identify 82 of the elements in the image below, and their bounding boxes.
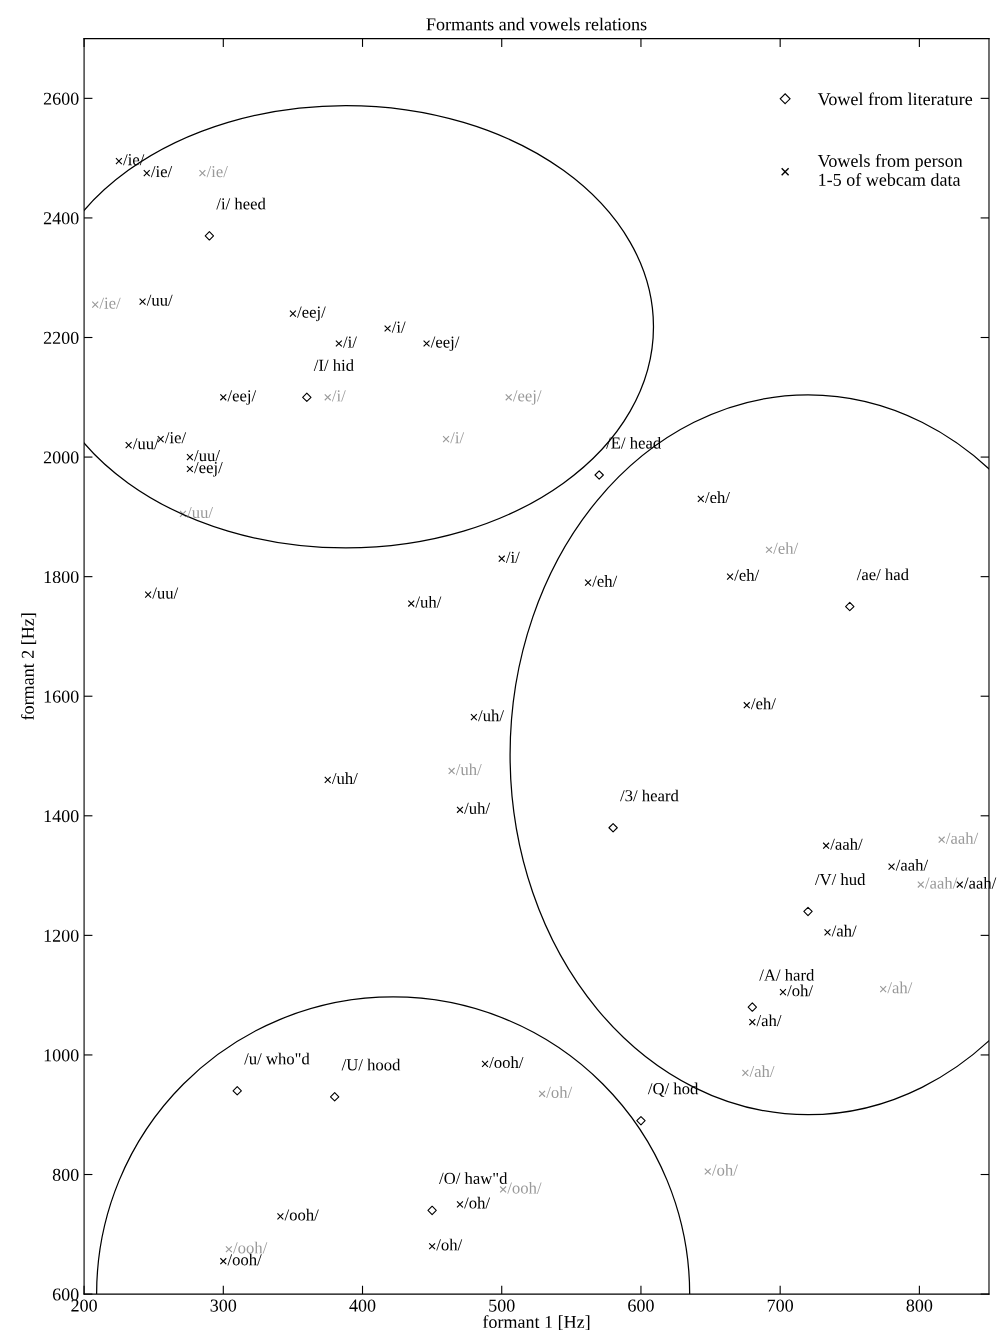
data-label: /uh/ — [455, 763, 482, 776]
data-label: /ie/ — [206, 166, 228, 178]
data-label: /uh/ — [478, 709, 504, 722]
data-label: /ie/ — [150, 166, 173, 178]
data-label: /uh/ — [331, 772, 358, 785]
data-label: /ah/ — [749, 1065, 775, 1078]
annotation: /Q/ hod — [647, 1082, 699, 1097]
data-label: /i/ — [331, 390, 346, 402]
data-label: /oh/ — [464, 1196, 491, 1209]
x-tick-label: 400 — [349, 1299, 376, 1312]
data-label: /uu/ — [146, 294, 173, 306]
data-label: /eej/ — [430, 336, 460, 352]
annotation: /i/ heed — [216, 197, 266, 210]
x-tick-label: 600 — [628, 1299, 654, 1312]
y-tick-label: 600 — [52, 1288, 79, 1301]
data-label: /ie/ — [164, 432, 187, 444]
data-label: /aah/ — [945, 832, 979, 844]
x-tick-label: 200 — [71, 1299, 97, 1312]
y-tick-label: 1400 — [44, 810, 79, 823]
annotation: /O/ haw"d — [439, 1172, 508, 1185]
data-label: /i/ — [505, 551, 520, 563]
data-label: /aah/ — [830, 838, 863, 850]
data-label: /ah/ — [756, 1014, 782, 1027]
data-label: /oh/ — [711, 1163, 738, 1176]
annotation: /A/ hard — [759, 969, 815, 981]
data-label: /i/ — [343, 336, 357, 348]
annotation: /I/ hid — [313, 359, 354, 371]
y-tick-label: 1600 — [44, 690, 79, 703]
y-tick-label: 2600 — [43, 92, 79, 105]
x-tick-label: 300 — [210, 1299, 237, 1312]
data-label: /i/ — [450, 432, 465, 444]
data-label: /ooh/ — [489, 1056, 524, 1069]
data-label: /eh/ — [750, 697, 776, 710]
data-label: /oh/ — [436, 1238, 463, 1251]
data-label: /uu/ — [132, 438, 159, 450]
data-label: /ooh/ — [227, 1253, 262, 1266]
x-tick-label: 800 — [906, 1299, 933, 1312]
legend-label: Vowels from person 1-5 of webcam data — [817, 154, 963, 186]
data-label: /aah/ — [895, 859, 929, 871]
data-label: /eh/ — [592, 575, 618, 587]
annotation: /V/ hud — [814, 873, 866, 886]
y-tick-label: 1800 — [44, 570, 79, 584]
data-label: /uh/ — [415, 596, 442, 608]
data-label: /eh/ — [704, 491, 730, 504]
data-label: /ie/ — [99, 297, 121, 309]
data-label: /ooh/ — [284, 1208, 319, 1221]
annotation: /ae/ had — [856, 568, 909, 581]
y-axis-title: formant 2 [Hz] — [21, 613, 37, 720]
x-tick-label: 700 — [767, 1299, 794, 1312]
data-label: /eh/ — [734, 569, 760, 581]
data-label: /eej/ — [227, 390, 257, 405]
data-label: /oh/ — [787, 984, 814, 997]
data-label: /ooh/ — [233, 1241, 268, 1254]
data-label: /eej/ — [297, 306, 326, 322]
annotation: /u/ who"d — [244, 1052, 310, 1065]
x-axis-title: formant 1 [Hz] — [482, 1315, 590, 1330]
data-label: /ah/ — [831, 924, 857, 937]
data-label: /eh/ — [773, 542, 799, 554]
y-tick-label: 1200 — [44, 929, 79, 942]
data-label: /uu/ — [194, 450, 220, 462]
data-label: /aah/ — [924, 876, 958, 889]
y-tick-label: 2200 — [43, 331, 79, 344]
data-label: /eej/ — [194, 462, 223, 477]
data-label: /i/ — [391, 321, 406, 333]
legend-label: Vowel from literature — [817, 92, 973, 106]
data-label: /ooh/ — [507, 1181, 542, 1194]
y-tick-label: 800 — [52, 1168, 79, 1181]
data-label: /eej/ — [512, 390, 542, 405]
data-label: /ah/ — [887, 981, 913, 994]
y-tick-label: 2000 — [43, 451, 79, 464]
x-tick-label: 500 — [489, 1299, 515, 1312]
data-label: /uh/ — [464, 802, 491, 814]
annotation: /U/ hood — [341, 1058, 401, 1071]
data-label: /ie/ — [123, 154, 145, 166]
data-label: /uu/ — [152, 587, 179, 599]
chart-title: Formants and vowels relations — [426, 17, 647, 31]
annotation: /3/ heard — [620, 789, 679, 802]
y-tick-label: 2400 — [43, 212, 79, 225]
y-tick-label: 1000 — [44, 1049, 79, 1062]
data-label: /oh/ — [546, 1086, 573, 1098]
data-label: /uu/ — [187, 506, 214, 519]
annotation: /E/ head — [606, 436, 661, 449]
